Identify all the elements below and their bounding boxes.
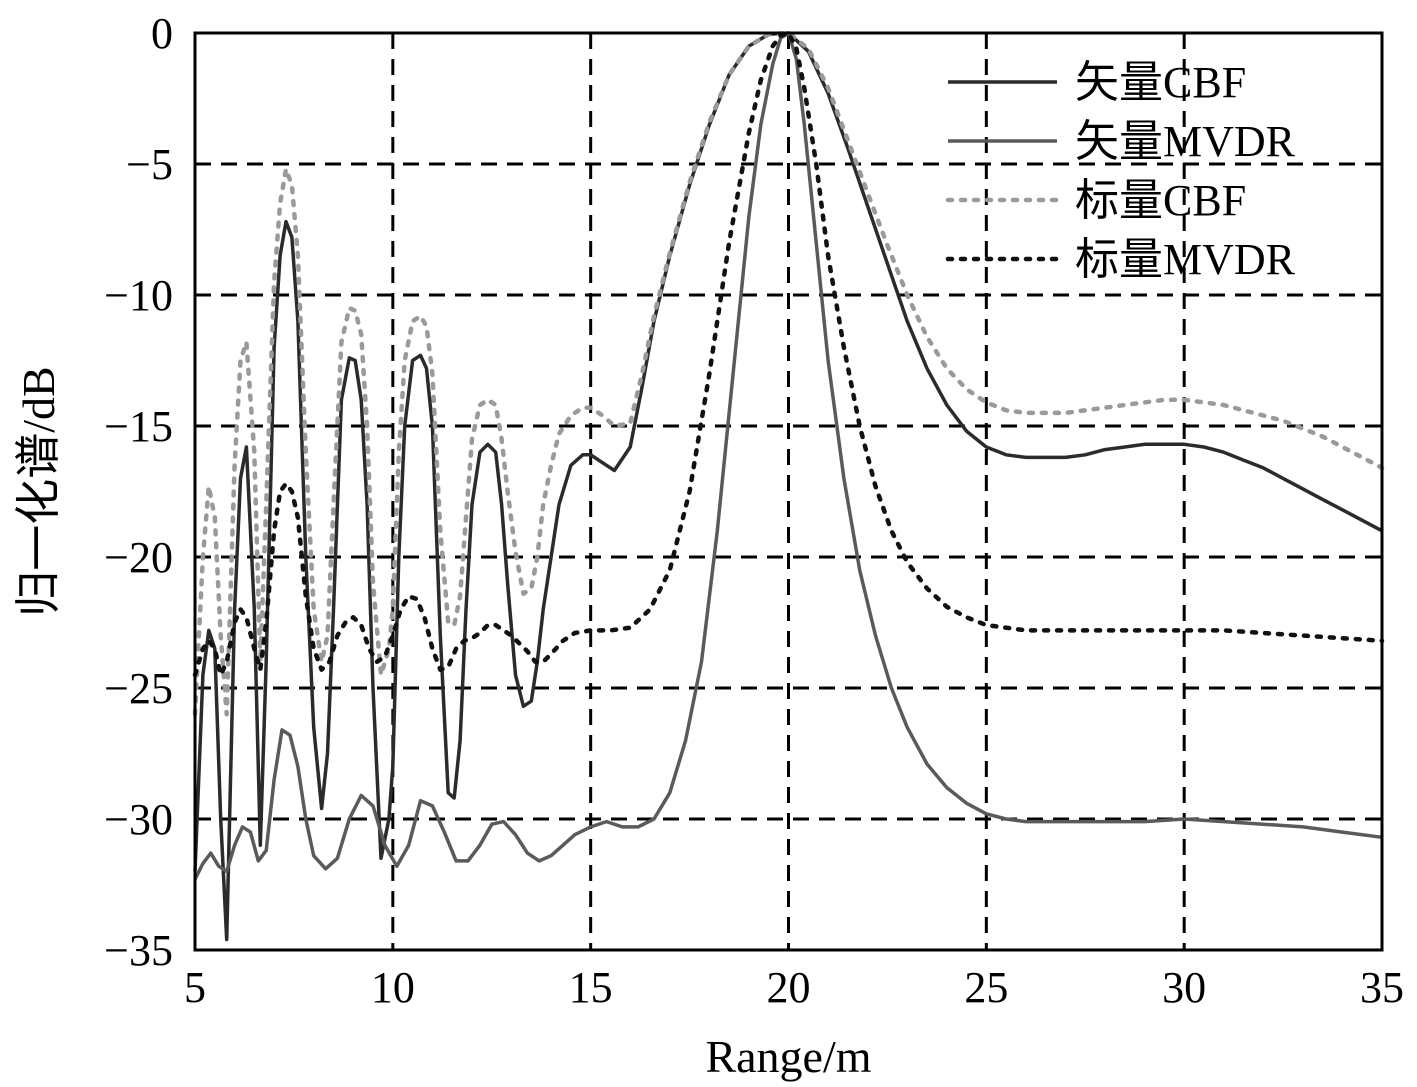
legend-label: 标量MVDR (1075, 235, 1296, 284)
x-tick-label: 35 (1360, 963, 1404, 1012)
y-tick-label: −10 (104, 271, 173, 320)
x-tick-label: 5 (184, 963, 206, 1012)
y-tick-label: −25 (104, 664, 173, 713)
x-tick-label: 25 (964, 963, 1008, 1012)
series-lines (192, 30, 1385, 942)
y-tick-label: −5 (126, 140, 173, 189)
y-axis-title: 归一化谱/dB (13, 366, 64, 616)
y-tick-label: −35 (104, 926, 173, 975)
x-tick-label: 20 (767, 963, 811, 1012)
axis-ticks: 5 10 15 20 25 30 35 0 −5 −10 −15 −20 −25 −30 −35 (104, 9, 1404, 1012)
y-tick-label: −15 (104, 402, 173, 451)
x-tick-label: 15 (569, 963, 613, 1012)
legend: 矢量CBF 矢量MVDR 标量CBF 标量MVDR (945, 58, 1296, 284)
grid-lines (195, 33, 1382, 950)
series-line-2 (193, 31, 1383, 881)
series-line-4 (192, 30, 1385, 678)
y-tick-label: −20 (104, 533, 173, 582)
plot-frame (193, 31, 1384, 952)
legend-label: 标量CBF (1075, 176, 1246, 225)
legend-label: 矢量CBF (1075, 58, 1246, 107)
series-line-1 (193, 31, 1383, 942)
series-line-3 (192, 30, 1385, 717)
legend-label: 矢量MVDR (1075, 117, 1296, 166)
x-axis-title: Range/m (705, 1031, 871, 1082)
y-tick-label: −30 (104, 795, 173, 844)
x-tick-label: 10 (371, 963, 415, 1012)
x-tick-label: 30 (1162, 963, 1206, 1012)
y-tick-label: 0 (151, 9, 173, 58)
